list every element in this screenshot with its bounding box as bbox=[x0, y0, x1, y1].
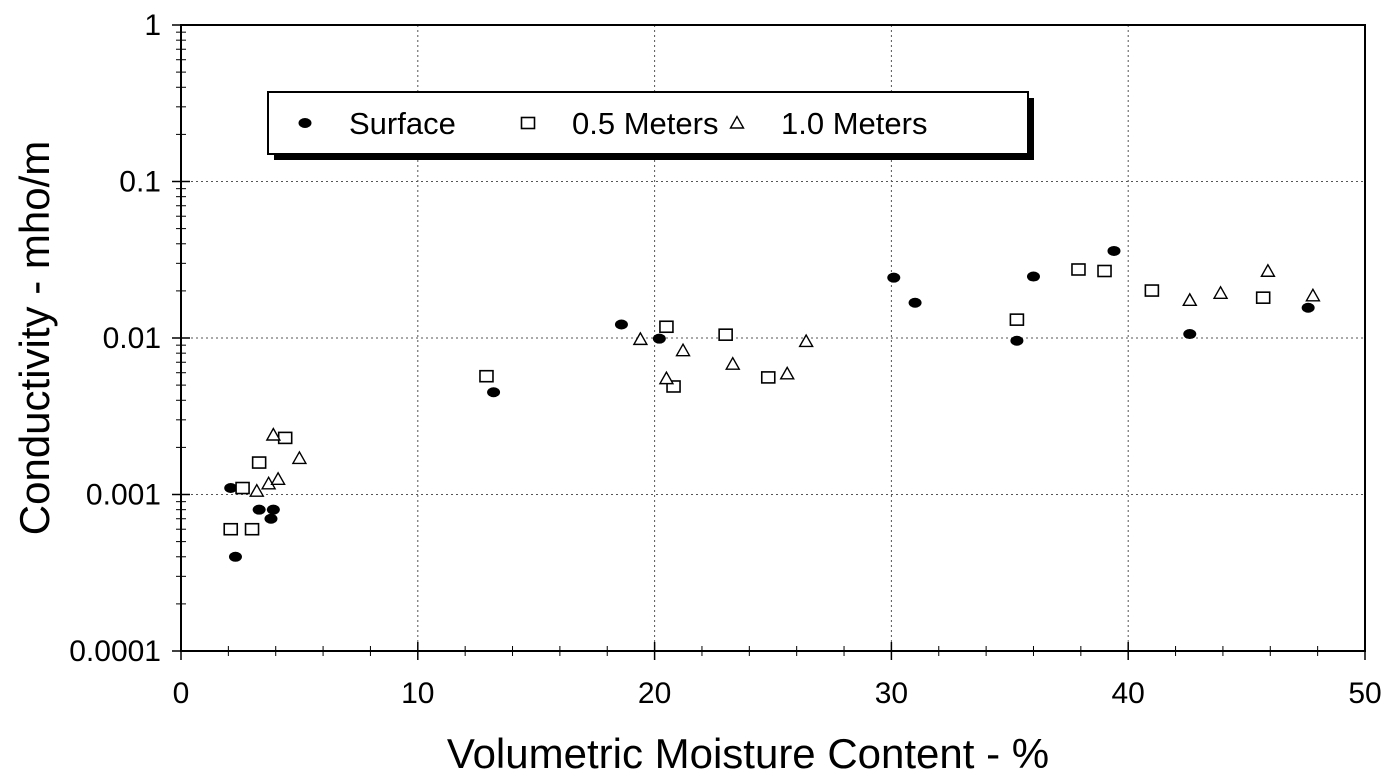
data-point bbox=[675, 342, 691, 357]
data-point bbox=[251, 456, 267, 469]
data-point bbox=[270, 471, 286, 486]
plot-area-frame bbox=[180, 24, 1366, 652]
data-point bbox=[1183, 329, 1197, 340]
series-2 bbox=[223, 263, 1271, 536]
data-point bbox=[1026, 271, 1040, 282]
series-3 bbox=[249, 263, 1321, 497]
legend-box bbox=[267, 91, 1029, 155]
data-point bbox=[1182, 292, 1198, 307]
data-point bbox=[1301, 302, 1315, 313]
y-tick-label: 0.001 bbox=[86, 479, 161, 512]
data-point bbox=[228, 551, 242, 562]
data-point bbox=[244, 522, 260, 536]
legend-label: Surface bbox=[349, 106, 456, 141]
data-point bbox=[223, 522, 239, 536]
data-point bbox=[1107, 245, 1121, 256]
data-point bbox=[614, 319, 628, 330]
x-tick-label: 20 bbox=[638, 677, 671, 710]
x-tick-label: 40 bbox=[1112, 677, 1145, 710]
legend-label: 0.5 Meters bbox=[572, 106, 718, 141]
gridlines bbox=[181, 25, 1365, 651]
legend-item: 1.0 Meters bbox=[729, 106, 927, 141]
legend-label: 1.0 Meters bbox=[781, 106, 927, 141]
y-tick-label: 0.0001 bbox=[69, 635, 161, 668]
legend-marker bbox=[520, 116, 536, 130]
data-point bbox=[887, 272, 901, 283]
data-point bbox=[908, 297, 922, 308]
data-point bbox=[652, 333, 666, 344]
y-tick-label: 0.01 bbox=[103, 322, 161, 355]
y-tick-label: 0.1 bbox=[119, 166, 161, 199]
data-point bbox=[1097, 264, 1112, 278]
y-tick-label: 1 bbox=[144, 9, 161, 42]
data-point bbox=[266, 504, 280, 515]
legend: Surface 0.5 Meters 1.0 Meters bbox=[267, 91, 1034, 160]
x-tick-label: 10 bbox=[401, 677, 434, 710]
series-1 bbox=[224, 245, 1315, 562]
data-point bbox=[479, 369, 494, 383]
data-point bbox=[760, 371, 776, 384]
data-point bbox=[798, 333, 814, 348]
data-point bbox=[487, 387, 501, 398]
data-point bbox=[1010, 335, 1024, 346]
x-tick-label: 50 bbox=[1348, 677, 1381, 710]
data-point bbox=[291, 450, 308, 465]
data-point bbox=[1071, 263, 1086, 276]
data-point bbox=[1144, 284, 1160, 297]
data-point bbox=[725, 356, 741, 370]
data-point bbox=[252, 504, 266, 515]
x-tick-label: 0 bbox=[173, 677, 190, 710]
data-point bbox=[277, 431, 293, 445]
data-point bbox=[659, 320, 674, 334]
x-axis-title: Volumetric Moisture Content - % bbox=[447, 730, 1049, 777]
data-point bbox=[779, 365, 795, 380]
data-point bbox=[265, 427, 282, 441]
data-point bbox=[718, 328, 733, 341]
data-points bbox=[223, 245, 1321, 562]
data-point bbox=[658, 370, 675, 385]
data-point bbox=[249, 483, 265, 497]
legend-item: Surface bbox=[298, 106, 456, 141]
legend-item: 0.5 Meters bbox=[520, 106, 718, 141]
data-point bbox=[1009, 313, 1025, 326]
data-point bbox=[224, 483, 238, 494]
legend-marker bbox=[298, 118, 312, 128]
data-point bbox=[1212, 285, 1229, 300]
data-point bbox=[632, 331, 649, 346]
legend-marker bbox=[729, 115, 745, 129]
data-point bbox=[1260, 263, 1276, 277]
x-tick-label: 30 bbox=[875, 677, 908, 710]
y-axis-title: Conductivity - mho/m bbox=[11, 141, 58, 535]
data-point bbox=[1305, 287, 1321, 302]
data-point bbox=[235, 481, 250, 495]
data-point bbox=[264, 513, 278, 524]
axis-ticks: 0 10 20 30 40 50 0.0001 0.001 0.01 0.1 1 bbox=[69, 9, 1381, 710]
data-point bbox=[666, 380, 681, 393]
data-point bbox=[1255, 291, 1271, 304]
